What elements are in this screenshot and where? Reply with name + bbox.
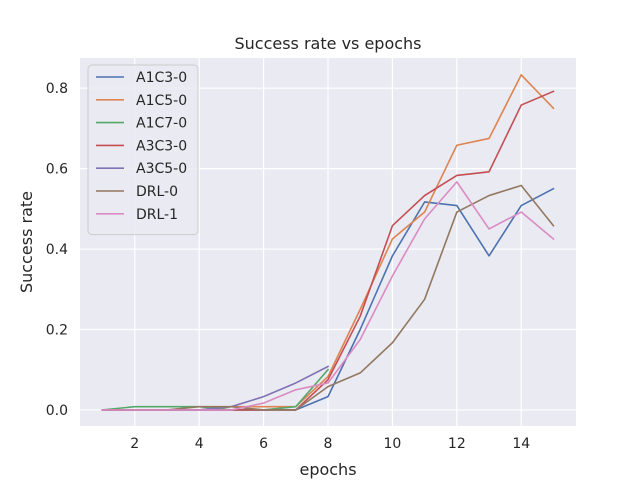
y-tick-label: 0.8 [46,81,68,97]
y-tick-label: 0.6 [46,162,68,178]
x-tick-label: 6 [259,436,268,452]
legend-label: A1C5-0 [136,93,187,109]
x-tick-label: 12 [448,436,466,452]
legend-label: DRL-1 [136,207,178,223]
y-tick-label: 0.4 [46,242,68,258]
legend-label: A3C3-0 [136,138,187,154]
legend-label: A1C7-0 [136,116,187,132]
legend: A1C3-0 A1C5-0 A1C7-0 A3C3-0 A3C5-0 DRL-0 DRL-1 [87,64,199,236]
y-tick-label: 0.2 [46,322,68,338]
legend-label: A3C5-0 [136,161,187,177]
chart-title: Success rate vs epochs [234,34,421,53]
x-tick-label: 14 [512,436,530,452]
x-tick-label: 8 [324,436,333,452]
y-tick-labels: 0.0 0.2 0.4 0.6 0.8 [46,81,68,419]
x-tick-label: 10 [384,436,402,452]
legend-label: DRL-0 [136,184,178,200]
x-axis-label: epochs [299,460,356,479]
series-line-drl-0 [101,184,555,411]
y-tick-label: 0.0 [46,403,68,419]
series-line-drl-1 [101,181,555,411]
x-tick-label: 2 [130,436,139,452]
series-lines [101,74,555,411]
y-axis-label: Success rate [17,191,36,293]
x-tick-label: 4 [195,436,204,452]
legend-label: A1C3-0 [136,70,187,86]
x-tick-labels: 2 4 6 8 10 12 14 [130,436,530,452]
legend-box [87,64,199,236]
